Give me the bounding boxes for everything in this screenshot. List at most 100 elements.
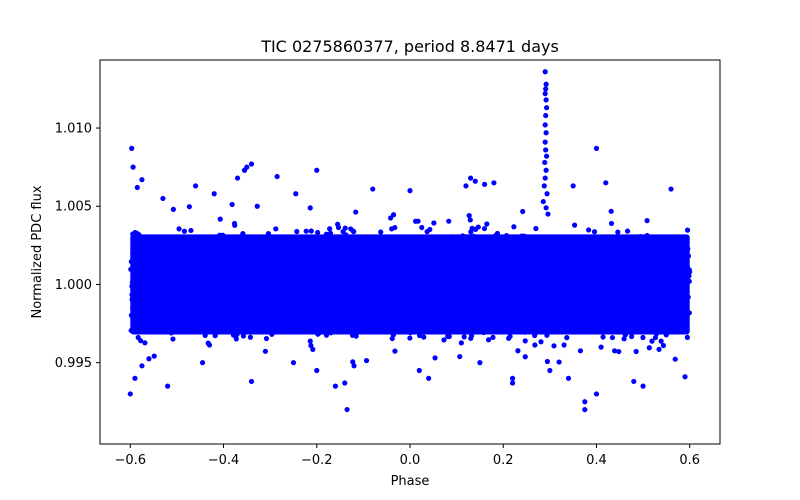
data-point <box>480 329 487 336</box>
data-point <box>643 256 649 262</box>
outlier-point <box>426 375 432 381</box>
data-point <box>536 253 542 259</box>
data-point <box>190 256 196 262</box>
data-point <box>191 315 197 321</box>
data-point <box>181 228 187 234</box>
data-point <box>449 269 455 275</box>
data-point <box>506 243 513 249</box>
data-point <box>602 240 608 246</box>
data-point <box>293 270 299 276</box>
data-point <box>306 281 312 287</box>
data-point <box>538 339 544 345</box>
data-point <box>665 246 671 252</box>
data-point <box>427 226 433 233</box>
data-point <box>230 277 236 283</box>
data-point <box>158 244 164 250</box>
data-point <box>389 306 396 313</box>
data-point <box>132 278 138 284</box>
data-point <box>494 266 500 272</box>
data-point <box>441 302 447 308</box>
data-point <box>298 260 304 266</box>
data-point <box>485 268 491 275</box>
data-point <box>251 248 257 255</box>
data-point <box>434 311 440 317</box>
data-point <box>473 280 479 286</box>
data-point <box>633 348 639 355</box>
data-point <box>148 311 154 318</box>
data-point <box>253 272 260 278</box>
data-point <box>456 274 462 280</box>
data-point <box>164 287 170 294</box>
data-point <box>468 273 475 280</box>
data-point <box>664 308 671 314</box>
data-point <box>277 327 283 334</box>
data-point <box>270 302 276 309</box>
data-point <box>454 279 460 285</box>
data-point <box>389 269 395 276</box>
data-point <box>138 321 144 327</box>
data-point <box>406 306 412 312</box>
data-point <box>446 248 452 254</box>
flare-point <box>543 81 549 87</box>
data-point <box>185 241 191 247</box>
data-point <box>200 325 206 331</box>
data-point <box>526 301 532 307</box>
y-tick-label: 1.010 <box>55 122 92 137</box>
data-point <box>220 268 226 274</box>
data-point <box>212 333 218 339</box>
data-point <box>553 256 560 262</box>
data-point <box>452 312 459 318</box>
data-point <box>451 287 458 293</box>
data-point <box>577 301 583 307</box>
data-point <box>521 259 528 265</box>
data-point <box>512 296 518 302</box>
data-point <box>542 247 549 254</box>
data-point <box>591 229 598 235</box>
data-point <box>519 253 525 259</box>
data-point <box>354 267 360 273</box>
data-point <box>512 322 518 328</box>
data-point <box>350 299 357 305</box>
data-point <box>427 289 434 296</box>
data-point <box>248 316 255 322</box>
data-point <box>481 289 487 295</box>
data-point <box>265 231 272 237</box>
data-point <box>227 317 233 324</box>
data-point <box>217 216 223 222</box>
data-point <box>163 251 169 257</box>
data-point <box>162 325 169 331</box>
data-point <box>383 245 390 252</box>
data-point <box>556 311 563 317</box>
data-point <box>506 335 512 341</box>
data-point <box>551 343 557 349</box>
data-point <box>672 356 678 362</box>
data-point <box>132 263 139 269</box>
data-point <box>345 276 351 282</box>
data-point <box>551 250 557 256</box>
data-point <box>663 332 669 338</box>
data-point <box>499 260 505 266</box>
data-point <box>409 278 415 284</box>
data-point <box>469 249 475 255</box>
data-point <box>600 279 606 285</box>
data-point <box>533 307 539 313</box>
data-point <box>567 286 573 292</box>
flare-point <box>542 175 548 181</box>
data-point <box>175 326 181 332</box>
data-point <box>321 243 327 249</box>
data-point <box>480 295 486 301</box>
x-tick-label: −0.2 <box>301 453 333 468</box>
data-point <box>407 330 413 336</box>
data-point <box>388 241 394 247</box>
data-point <box>337 275 343 281</box>
data-point <box>337 312 343 318</box>
data-point <box>147 245 153 251</box>
data-point <box>641 300 647 307</box>
data-point <box>466 252 472 258</box>
data-point <box>543 267 550 273</box>
data-point <box>608 208 614 214</box>
data-point <box>678 270 684 276</box>
data-point <box>674 301 680 307</box>
data-point <box>137 307 143 314</box>
